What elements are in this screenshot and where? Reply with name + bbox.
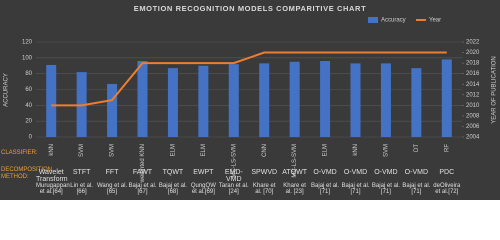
y2-tick-label: 2006 — [466, 124, 480, 130]
x-tick-label: SVM — [384, 144, 390, 157]
bar — [107, 83, 118, 137]
bar — [411, 68, 422, 137]
author-label: Khare et al. [70] — [252, 183, 276, 196]
decomposition-label: FAWT — [132, 169, 153, 176]
author-label: Taran et al.[24] — [218, 183, 249, 196]
decomposition-label: ATQWT — [282, 169, 308, 176]
chart: EMOTION RECOGNITION MODELS COMPARITIVE C… — [4, 4, 498, 183]
bar — [167, 68, 178, 137]
chart-title: EMOTION RECOGNITION MODELS COMPARITIVE C… — [134, 4, 367, 13]
bar — [46, 64, 57, 137]
y2-tick-label: 2016 — [466, 71, 480, 77]
legend-label: Accuracy — [381, 18, 406, 24]
author-label: Bajaj et al.[71] — [371, 183, 400, 196]
author-label: Bajaj et al.[71] — [341, 183, 370, 196]
y-tick-label: 40 — [25, 103, 32, 109]
author-label: deOliveira et al.[72] — [433, 183, 461, 196]
decomposition-label: O-VMD — [374, 169, 398, 176]
x-tick-label: DT — [414, 144, 420, 152]
bar — [289, 61, 300, 137]
legend-label: Year — [429, 18, 441, 24]
x-tick-label: kNN — [49, 144, 55, 156]
decomposition-label: O-VMD — [404, 169, 429, 176]
decomposition-label: FFT — [105, 169, 119, 176]
author-label: Lin et al. [66] — [70, 183, 93, 196]
x-tick-label: weighted KNN — [140, 144, 146, 183]
decomposition-label: SPWVD — [251, 169, 278, 176]
bar — [259, 63, 270, 137]
x-tick-label: MC-LS-SVM — [292, 144, 298, 178]
author-label: Murugappan et al.[64] — [36, 183, 70, 196]
y-tick-label: 100 — [22, 55, 33, 61]
year-line — [51, 51, 447, 107]
bar — [380, 63, 391, 137]
author-label: Wang et al. [65] — [96, 183, 128, 196]
x-tick-label: ELM — [323, 144, 329, 156]
author-label: QungQW et al.[69] — [190, 183, 216, 196]
y2-tick-label: 2020 — [466, 50, 480, 56]
classifier-row-label: CLASSIFIER: — [1, 150, 38, 156]
decomposition-label: PDC — [439, 169, 455, 176]
decomposition-label: STFT — [72, 169, 91, 176]
author-label: Bajaj et al. [68] — [158, 183, 187, 196]
y2-tick-label: 2014 — [466, 82, 480, 88]
y-tick-label: 80 — [25, 71, 32, 77]
bar — [320, 61, 331, 137]
y2-tick-label: 2008 — [466, 113, 480, 119]
decomposition-label: EMD-VMD — [224, 169, 243, 184]
x-tick-label: SVM — [79, 144, 85, 157]
legend-swatch — [368, 17, 378, 23]
x-tick-label: ELM — [201, 144, 207, 156]
y-tick-label: 120 — [22, 40, 33, 46]
y2-tick-label: 2012 — [466, 92, 480, 98]
x-tick-label: RF — [444, 144, 450, 152]
decomposition-label: EWPT — [193, 169, 214, 176]
decomposition-row-label: DECOMPOSITION METHOD: — [1, 167, 53, 180]
bar — [228, 64, 239, 137]
y2-tick-label: 2010 — [466, 103, 480, 109]
x-tick-label: ELM — [171, 144, 177, 156]
author-label: Bajaj et al.[71] — [402, 183, 431, 196]
y-tick-label: 20 — [25, 119, 32, 125]
author-label: Bajaj et al. [67] — [128, 183, 157, 196]
y2-tick-label: 2004 — [466, 135, 480, 141]
author-label: Bajaj et al.[71] — [311, 183, 340, 196]
y2-tick-label: 2018 — [466, 61, 480, 67]
y2-axis-label: YEAR OF PUBLICATION — [492, 56, 498, 124]
author-label: Khare et al. [23] — [283, 183, 306, 196]
decomposition-label: O-VMD — [313, 169, 337, 176]
x-tick-label: MC-LS-SVM — [231, 144, 237, 178]
bar — [137, 61, 148, 137]
chart-container: EMOTION RECOGNITION MODELS COMPARITIVE C… — [0, 0, 500, 200]
bar — [350, 63, 361, 137]
bar — [441, 59, 452, 137]
x-tick-label: SVM — [110, 144, 116, 157]
decomposition-label: Wavelet Transform — [36, 169, 68, 184]
x-tick-label: kNN — [353, 144, 359, 156]
bar — [198, 65, 209, 137]
x-tick-label: CNN — [262, 144, 268, 157]
y2-tick-label: 2022 — [466, 40, 480, 46]
y-axis-label: ACCURACY — [4, 73, 10, 107]
y-tick-label: 0 — [29, 135, 33, 141]
decomposition-label: O-VMD — [343, 169, 368, 176]
decomposition-label: TQWT — [162, 169, 184, 176]
y-tick-label: 60 — [25, 87, 32, 93]
